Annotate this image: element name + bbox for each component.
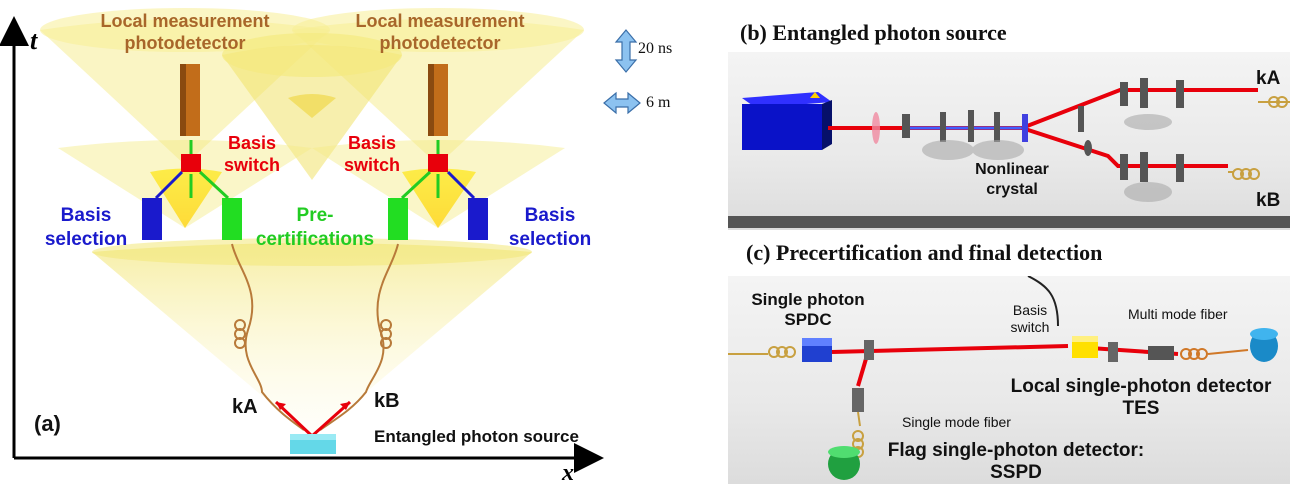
local-measurement-right: Local measurement photodetector xyxy=(335,10,545,54)
source-label: Entangled photon source xyxy=(374,427,579,446)
flag-detector-line2: SSPD xyxy=(990,462,1042,483)
single-photon-line2: SPDC xyxy=(784,310,832,329)
time-scale-label: 20 ns xyxy=(638,40,673,57)
ka-label-a: kA xyxy=(232,396,258,418)
left-fiber xyxy=(231,243,305,431)
crystal-line1: Nonlinear xyxy=(975,161,1049,178)
panel-c-title: (c) Precertification and final detection xyxy=(746,240,1103,265)
left-precert-box xyxy=(222,198,242,240)
crystal-label: Nonlinear crystal xyxy=(970,160,1054,200)
local-measurement-left-line1: Local measurement xyxy=(100,11,270,31)
flag-detector-line1: Flag single-photon detector: xyxy=(887,440,1145,461)
panel-b-title: (b) Entangled photon source xyxy=(740,20,1007,45)
basis-selection-right-label: Basis selection xyxy=(500,204,600,252)
local-measurement-right-line1: Local measurement xyxy=(355,11,525,31)
panel-c-setup xyxy=(728,276,1278,480)
crystal-line2: crystal xyxy=(986,181,1038,198)
basis-switch-c-line2: switch xyxy=(1010,319,1050,335)
kb-label-b: kB xyxy=(1256,190,1281,211)
x-axis-label: x xyxy=(562,460,574,486)
t-axis-label: t xyxy=(30,26,38,55)
panel-c-scene xyxy=(728,276,1290,484)
multimode-label: Multi mode fiber xyxy=(1128,306,1228,322)
source-cone-rim xyxy=(92,238,532,266)
space-scale-arrow xyxy=(603,91,641,115)
basis-selection-left-line2: selection xyxy=(44,229,128,250)
ka-label-b: kA xyxy=(1256,68,1281,89)
local-detector-label: Local single-photon detector TES xyxy=(996,376,1286,420)
local-detector-line1: Local single-photon detector xyxy=(1010,376,1272,397)
precertifications-line2: certifications xyxy=(255,229,375,250)
single-photon-line1: Single photon xyxy=(751,290,865,309)
left-basis-selection-box xyxy=(142,198,162,240)
local-measurement-right-line2: photodetector xyxy=(379,33,501,53)
basis-selection-right-line2: selection xyxy=(508,229,592,250)
basis-selection-left-label: Basis selection xyxy=(36,204,136,252)
basis-switch-c-label: Basis switch xyxy=(1000,302,1060,336)
basis-switch-right-line2: switch xyxy=(343,155,400,175)
basis-switch-right-line1: Basis xyxy=(347,133,397,153)
flag-detector-label: Flag single-photon detector: SSPD xyxy=(876,440,1156,484)
panel-b-setup xyxy=(728,78,1290,228)
local-detector-line2: TES xyxy=(1122,398,1160,419)
basis-switch-left-label: Basis switch xyxy=(220,132,284,176)
source-light-cone xyxy=(92,243,532,438)
right-basis-switch xyxy=(428,154,448,172)
precertifications-label: Pre- certifications xyxy=(250,204,380,252)
left-basis-switch xyxy=(181,154,201,172)
basis-switch-left-line1: Basis xyxy=(227,133,277,153)
right-basis-selection-box xyxy=(468,198,488,240)
spacetime-diagram xyxy=(0,8,641,473)
basis-switch-c-line1: Basis xyxy=(1012,302,1048,318)
basis-switch-right-label: Basis switch xyxy=(340,132,404,176)
right-fiber xyxy=(319,243,399,431)
precertifications-line1: Pre- xyxy=(296,205,334,226)
basis-switch-left-line2: switch xyxy=(223,155,280,175)
local-measurement-left: Local measurement photodetector xyxy=(80,10,290,54)
single-mode-label: Single mode fiber xyxy=(902,414,1011,430)
time-scale-arrow xyxy=(614,29,638,73)
space-scale-label: 6 m xyxy=(646,94,671,111)
basis-selection-left-line1: Basis xyxy=(60,205,112,226)
kb-label-a: kB xyxy=(374,390,400,412)
basis-selection-right-line1: Basis xyxy=(524,205,576,226)
right-precert-box xyxy=(388,198,408,240)
single-photon-label: Single photon SPDC xyxy=(748,290,868,330)
pump-laser xyxy=(742,104,822,150)
panel-a-label: (a) xyxy=(34,411,61,436)
local-measurement-left-line2: photodetector xyxy=(124,33,246,53)
